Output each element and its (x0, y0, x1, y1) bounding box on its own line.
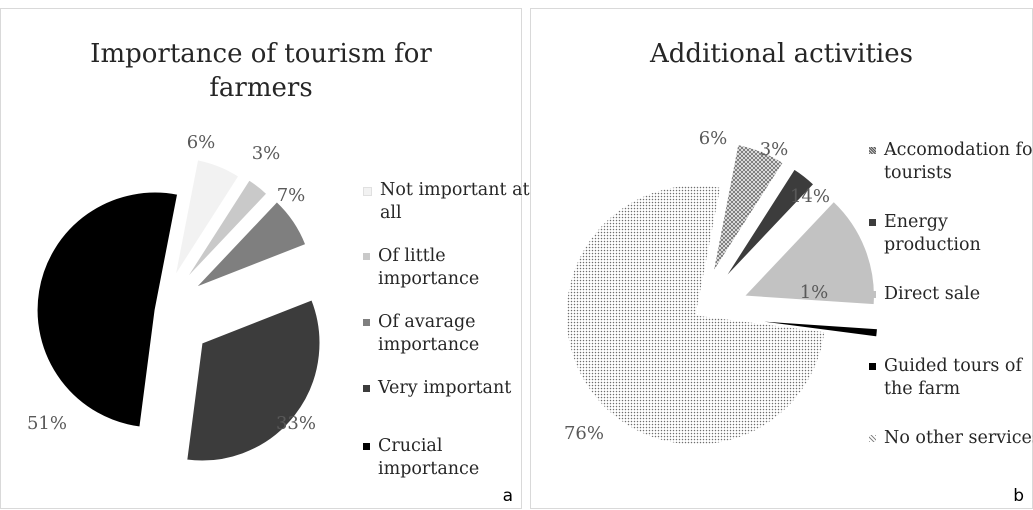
legend-label: Accomodation for tourists (884, 140, 1033, 183)
data-label-not-important-at-all: 6% (187, 132, 216, 153)
legend-item-energy-production: Energy production (869, 211, 1033, 257)
data-label-of-avarage-importance: 7% (277, 185, 306, 206)
legend-label: Guided tours of the farm (884, 356, 1022, 399)
chart-title: Importance of tourism for farmers (90, 39, 432, 103)
legend-item-guided-tours-of-the-farm: Guided tours of the farm (869, 355, 1033, 401)
legend-swatch (869, 147, 876, 154)
legend-label: Of avarage importance (378, 312, 480, 355)
legend-swatch (869, 291, 876, 298)
legend-swatch (869, 363, 876, 370)
pie-chart-b: 6% 3% 14% 1% 76% (564, 128, 878, 446)
pie-slice-not-important-at-all (174, 159, 240, 276)
panel-tag-b: b (1013, 486, 1024, 506)
legend-swatch (363, 443, 370, 450)
pie-slice-crucial-importance (36, 191, 179, 428)
legend-swatch (869, 219, 876, 226)
legend-label: Crucial importance (378, 436, 480, 479)
pie-slice-accomodation-for-tourists (712, 144, 784, 273)
pie-slice-energy-production (723, 168, 815, 280)
chart-title: Additional activities (650, 39, 913, 69)
data-label-no-other-services: 76% (564, 423, 604, 444)
pie-slice-of-little-importance (185, 179, 268, 280)
pie-slice-guided-tours-of-the-farm (747, 319, 878, 338)
data-label-direct-sale: 14% (790, 186, 830, 207)
data-label-very-important: 33% (276, 413, 316, 434)
legend-label: No other services (884, 428, 1033, 448)
data-label-accomodation-for-tourists: 6% (699, 128, 728, 149)
data-label-of-little-importance: 3% (252, 143, 281, 164)
legend-item-accomodation-for-tourists: Accomodation for tourists (869, 139, 1033, 185)
pie-slice-no-other-services (565, 184, 826, 446)
legend-label: Of little importance (378, 246, 480, 289)
data-label-energy-production: 3% (760, 139, 789, 160)
legend-item-of-avarage-importance: Of avarage importance (363, 311, 543, 357)
legend-item-crucial-importance: Crucial importance (363, 435, 543, 481)
legend-label: Energy production (884, 212, 981, 255)
legend-swatch (869, 435, 876, 442)
data-label-crucial-importance: 51% (27, 413, 67, 434)
legend-swatch (363, 187, 372, 196)
legend-label: Very important (378, 378, 512, 398)
chart-panel-b: Additional activities 6% 3% 14% 1% 76% Accom… (530, 8, 1033, 509)
legend-swatch (363, 385, 370, 392)
panel-tag-a: a (502, 486, 513, 506)
legend-label: Not important at all (380, 180, 530, 223)
pie-slice-of-avarage-importance (195, 201, 307, 288)
legend-swatch (363, 253, 370, 260)
legend-item-not-important-at-all: Not important at all (363, 179, 543, 225)
legend-item-of-little-importance: Of little importance (363, 245, 543, 291)
legend-swatch (363, 319, 370, 326)
legend-item-direct-sale: Direct sale (869, 283, 1033, 306)
data-label-guided-tours-of-the-farm: 1% (800, 282, 829, 303)
pie-slice-very-important (186, 299, 321, 462)
legend-label: Direct sale (884, 284, 981, 304)
legend-item-very-important: Very important (363, 377, 543, 400)
legend-item-no-other-services: No other services (869, 427, 1033, 450)
chart-panel-a: Importance of tourism for farmers 6% 3% 7%… (0, 8, 530, 509)
pie-chart-a: 6% 3% 7% 33% 51% (27, 132, 321, 462)
